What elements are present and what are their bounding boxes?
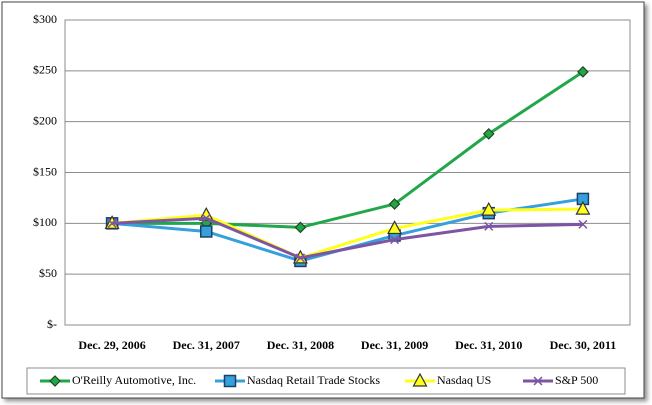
legend-label: S&P 500 (555, 373, 598, 387)
y-tick-label: $200 (33, 113, 57, 127)
series-line (112, 70, 584, 229)
data-point (482, 128, 495, 140)
x-tick-label: Dec. 31, 2007 (173, 338, 240, 352)
x-tick-label: Dec. 30, 2011 (550, 338, 617, 352)
legend-marker (412, 372, 428, 387)
x-tick-label: Dec. 31, 2008 (267, 338, 334, 352)
legend-label: Nasdaq Retail Trade Stocks (247, 373, 380, 387)
data-point (295, 253, 305, 263)
legend-marker (223, 374, 237, 388)
data-point (484, 221, 494, 231)
legend-marker (533, 376, 543, 386)
y-tick-label: $300 (33, 12, 57, 26)
x-tick-label: Dec. 31, 2009 (361, 338, 428, 352)
data-point (578, 219, 588, 229)
legend-marker (49, 375, 61, 387)
legend-label: Nasdaq US (437, 373, 491, 387)
legend-label: O'Reilly Automotive, Inc. (72, 373, 196, 387)
series-line (111, 207, 583, 260)
chart-frame (1, 1, 645, 399)
data-point (201, 213, 211, 223)
data-point (200, 225, 213, 238)
data-point (388, 198, 401, 210)
data-point (390, 235, 400, 245)
series-line (112, 216, 583, 260)
y-tick-label: $100 (33, 215, 57, 229)
x-tick-label: Dec. 29, 2006 (78, 338, 145, 352)
y-tick-label: $250 (33, 63, 57, 77)
data-point (107, 218, 117, 228)
data-point (294, 221, 307, 234)
data-point (481, 201, 497, 216)
data-point (387, 220, 403, 235)
data-point (577, 66, 589, 78)
data-point (575, 200, 591, 215)
y-tick-label: $50 (39, 266, 57, 280)
y-tick-label: $- (47, 317, 57, 331)
x-tick-label: Dec. 31, 2010 (455, 338, 522, 352)
y-tick-label: $150 (33, 164, 57, 178)
